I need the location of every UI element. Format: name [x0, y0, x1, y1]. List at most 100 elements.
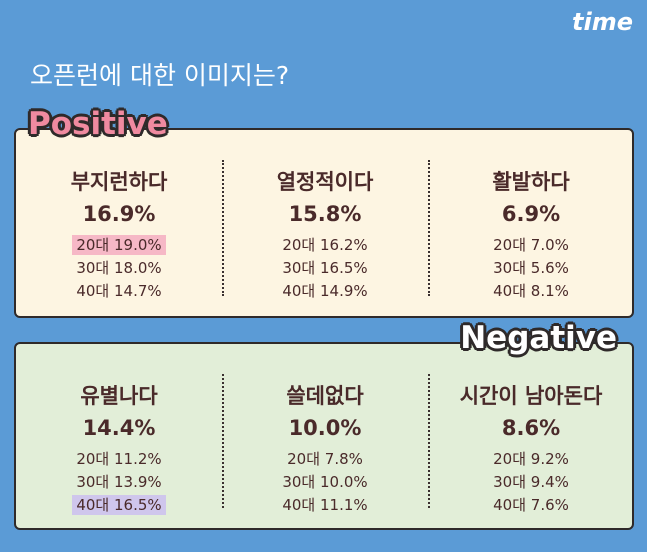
age-row: 20대 19.0% — [16, 234, 222, 255]
age-row-text: 20대 19.0% — [72, 235, 166, 255]
age-label: 40대 — [282, 496, 316, 514]
age-row: 40대 14.9% — [222, 280, 428, 301]
age-value: 14.7% — [114, 282, 162, 300]
item-percent: 16.9% — [82, 202, 156, 226]
age-row: 20대 16.2% — [222, 234, 428, 255]
age-label: 20대 — [287, 450, 320, 468]
item: 열정적이다 15.8% 20대 16.2% 30대 16.5% 40대 14.9% — [222, 130, 428, 316]
age-value: 11.1% — [320, 496, 368, 514]
age-value: 7.6% — [530, 496, 569, 514]
section-box: 부지런하다 16.9% 20대 19.0% 30대 18.0% 40대 14.7% 열정적… — [14, 128, 634, 318]
age-row: 30대 10.0% — [222, 471, 428, 492]
age-label: 40대 — [282, 282, 316, 300]
age-label: 30대 — [282, 259, 316, 277]
item-name: 활발하다 — [492, 170, 570, 194]
age-row: 20대 7.0% — [428, 234, 634, 255]
age-row: 40대 11.1% — [222, 494, 428, 515]
age-label: 20대 — [493, 450, 526, 468]
age-row-text: 20대 7.8% — [283, 449, 367, 469]
age-value: 8.1% — [530, 282, 569, 300]
item-percent: 15.8% — [288, 202, 362, 226]
section-label: Negative — [460, 320, 617, 356]
age-value: 7.0% — [530, 236, 569, 254]
item: 부지런하다 16.9% 20대 19.0% 30대 18.0% 40대 14.7% — [16, 130, 222, 316]
age-row: 40대 8.1% — [428, 280, 634, 301]
divider — [222, 374, 224, 508]
age-row-text: 40대 8.1% — [489, 281, 573, 301]
age-value: 13.9% — [114, 473, 162, 491]
age-value: 9.2% — [530, 450, 569, 468]
item-percent: 6.9% — [501, 202, 561, 226]
divider — [222, 160, 224, 296]
age-row-text: 30대 18.0% — [72, 258, 165, 278]
title: 오픈런에 대한 이미지는? — [30, 61, 290, 90]
item-percent: 8.6% — [501, 416, 561, 440]
age-row: 30대 16.5% — [222, 257, 428, 278]
age-value: 14.9% — [320, 282, 368, 300]
age-label: 20대 — [493, 236, 526, 254]
age-row: 20대 7.8% — [222, 448, 428, 469]
age-label: 30대 — [282, 473, 316, 491]
age-row: 20대 11.2% — [16, 448, 222, 469]
age-row-text: 30대 5.6% — [489, 258, 573, 278]
age-label: 40대 — [493, 496, 526, 514]
item-percent: 14.4% — [82, 416, 156, 440]
age-row-text: 30대 9.4% — [489, 472, 573, 492]
age-row-text: 40대 7.6% — [489, 495, 573, 515]
age-value: 16.2% — [320, 236, 368, 254]
item-name: 쓸데없다 — [286, 384, 364, 408]
age-row-text: 30대 16.5% — [278, 258, 371, 278]
age-label: 20대 — [76, 236, 110, 254]
age-value: 18.0% — [114, 259, 162, 277]
age-row-text: 40대 11.1% — [278, 495, 371, 515]
age-row-text: 40대 14.9% — [278, 281, 371, 301]
age-row-text: 20대 9.2% — [489, 449, 573, 469]
age-label: 30대 — [493, 259, 526, 277]
age-row: 20대 9.2% — [428, 448, 634, 469]
age-row: 40대 16.5% — [16, 494, 222, 515]
item: 시간이 남아돈다 8.6% 20대 9.2% 30대 9.4% 40대 7.6% — [428, 344, 634, 528]
item: 유별나다 14.4% 20대 11.2% 30대 13.9% 40대 16.5% — [16, 344, 222, 528]
section-box: 유별나다 14.4% 20대 11.2% 30대 13.9% 40대 16.5% 쓸데없다… — [14, 342, 634, 530]
item: 쓸데없다 10.0% 20대 7.8% 30대 10.0% 40대 11.1% — [222, 344, 428, 528]
age-row-text: 20대 16.2% — [278, 235, 371, 255]
age-value: 19.0% — [114, 236, 162, 254]
age-row: 30대 9.4% — [428, 471, 634, 492]
age-value: 11.2% — [114, 450, 162, 468]
age-row-text: 30대 10.0% — [278, 472, 371, 492]
age-row: 40대 14.7% — [16, 280, 222, 301]
age-row: 30대 18.0% — [16, 257, 222, 278]
age-label: 40대 — [76, 282, 110, 300]
age-row: 40대 7.6% — [428, 494, 634, 515]
age-value: 9.4% — [530, 473, 569, 491]
age-label: 20대 — [76, 450, 110, 468]
age-row-text: 40대 16.5% — [72, 495, 166, 515]
item: 활발하다 6.9% 20대 7.0% 30대 5.6% 40대 8.1% — [428, 130, 634, 316]
age-row-text: 20대 11.2% — [72, 449, 165, 469]
section-label: Positive — [28, 106, 168, 142]
age-row-text: 20대 7.0% — [489, 235, 573, 255]
age-label: 20대 — [282, 236, 316, 254]
age-label: 40대 — [76, 496, 110, 514]
item-name: 유별나다 — [80, 384, 158, 408]
age-value: 16.5% — [320, 259, 368, 277]
age-value: 16.5% — [114, 496, 162, 514]
age-value: 10.0% — [320, 473, 368, 491]
item-name: 열정적이다 — [276, 170, 374, 194]
age-row-text: 40대 14.7% — [72, 281, 165, 301]
divider — [428, 374, 430, 508]
age-value: 5.6% — [530, 259, 569, 277]
age-label: 30대 — [76, 259, 110, 277]
age-value: 7.8% — [324, 450, 363, 468]
age-row-text: 30대 13.9% — [72, 472, 165, 492]
divider — [428, 160, 430, 296]
age-label: 40대 — [493, 282, 526, 300]
item-name: 부지런하다 — [70, 170, 168, 194]
logo: time — [572, 8, 633, 36]
age-label: 30대 — [76, 473, 110, 491]
item-percent: 10.0% — [288, 416, 362, 440]
age-row: 30대 13.9% — [16, 471, 222, 492]
age-row: 30대 5.6% — [428, 257, 634, 278]
age-label: 30대 — [493, 473, 526, 491]
